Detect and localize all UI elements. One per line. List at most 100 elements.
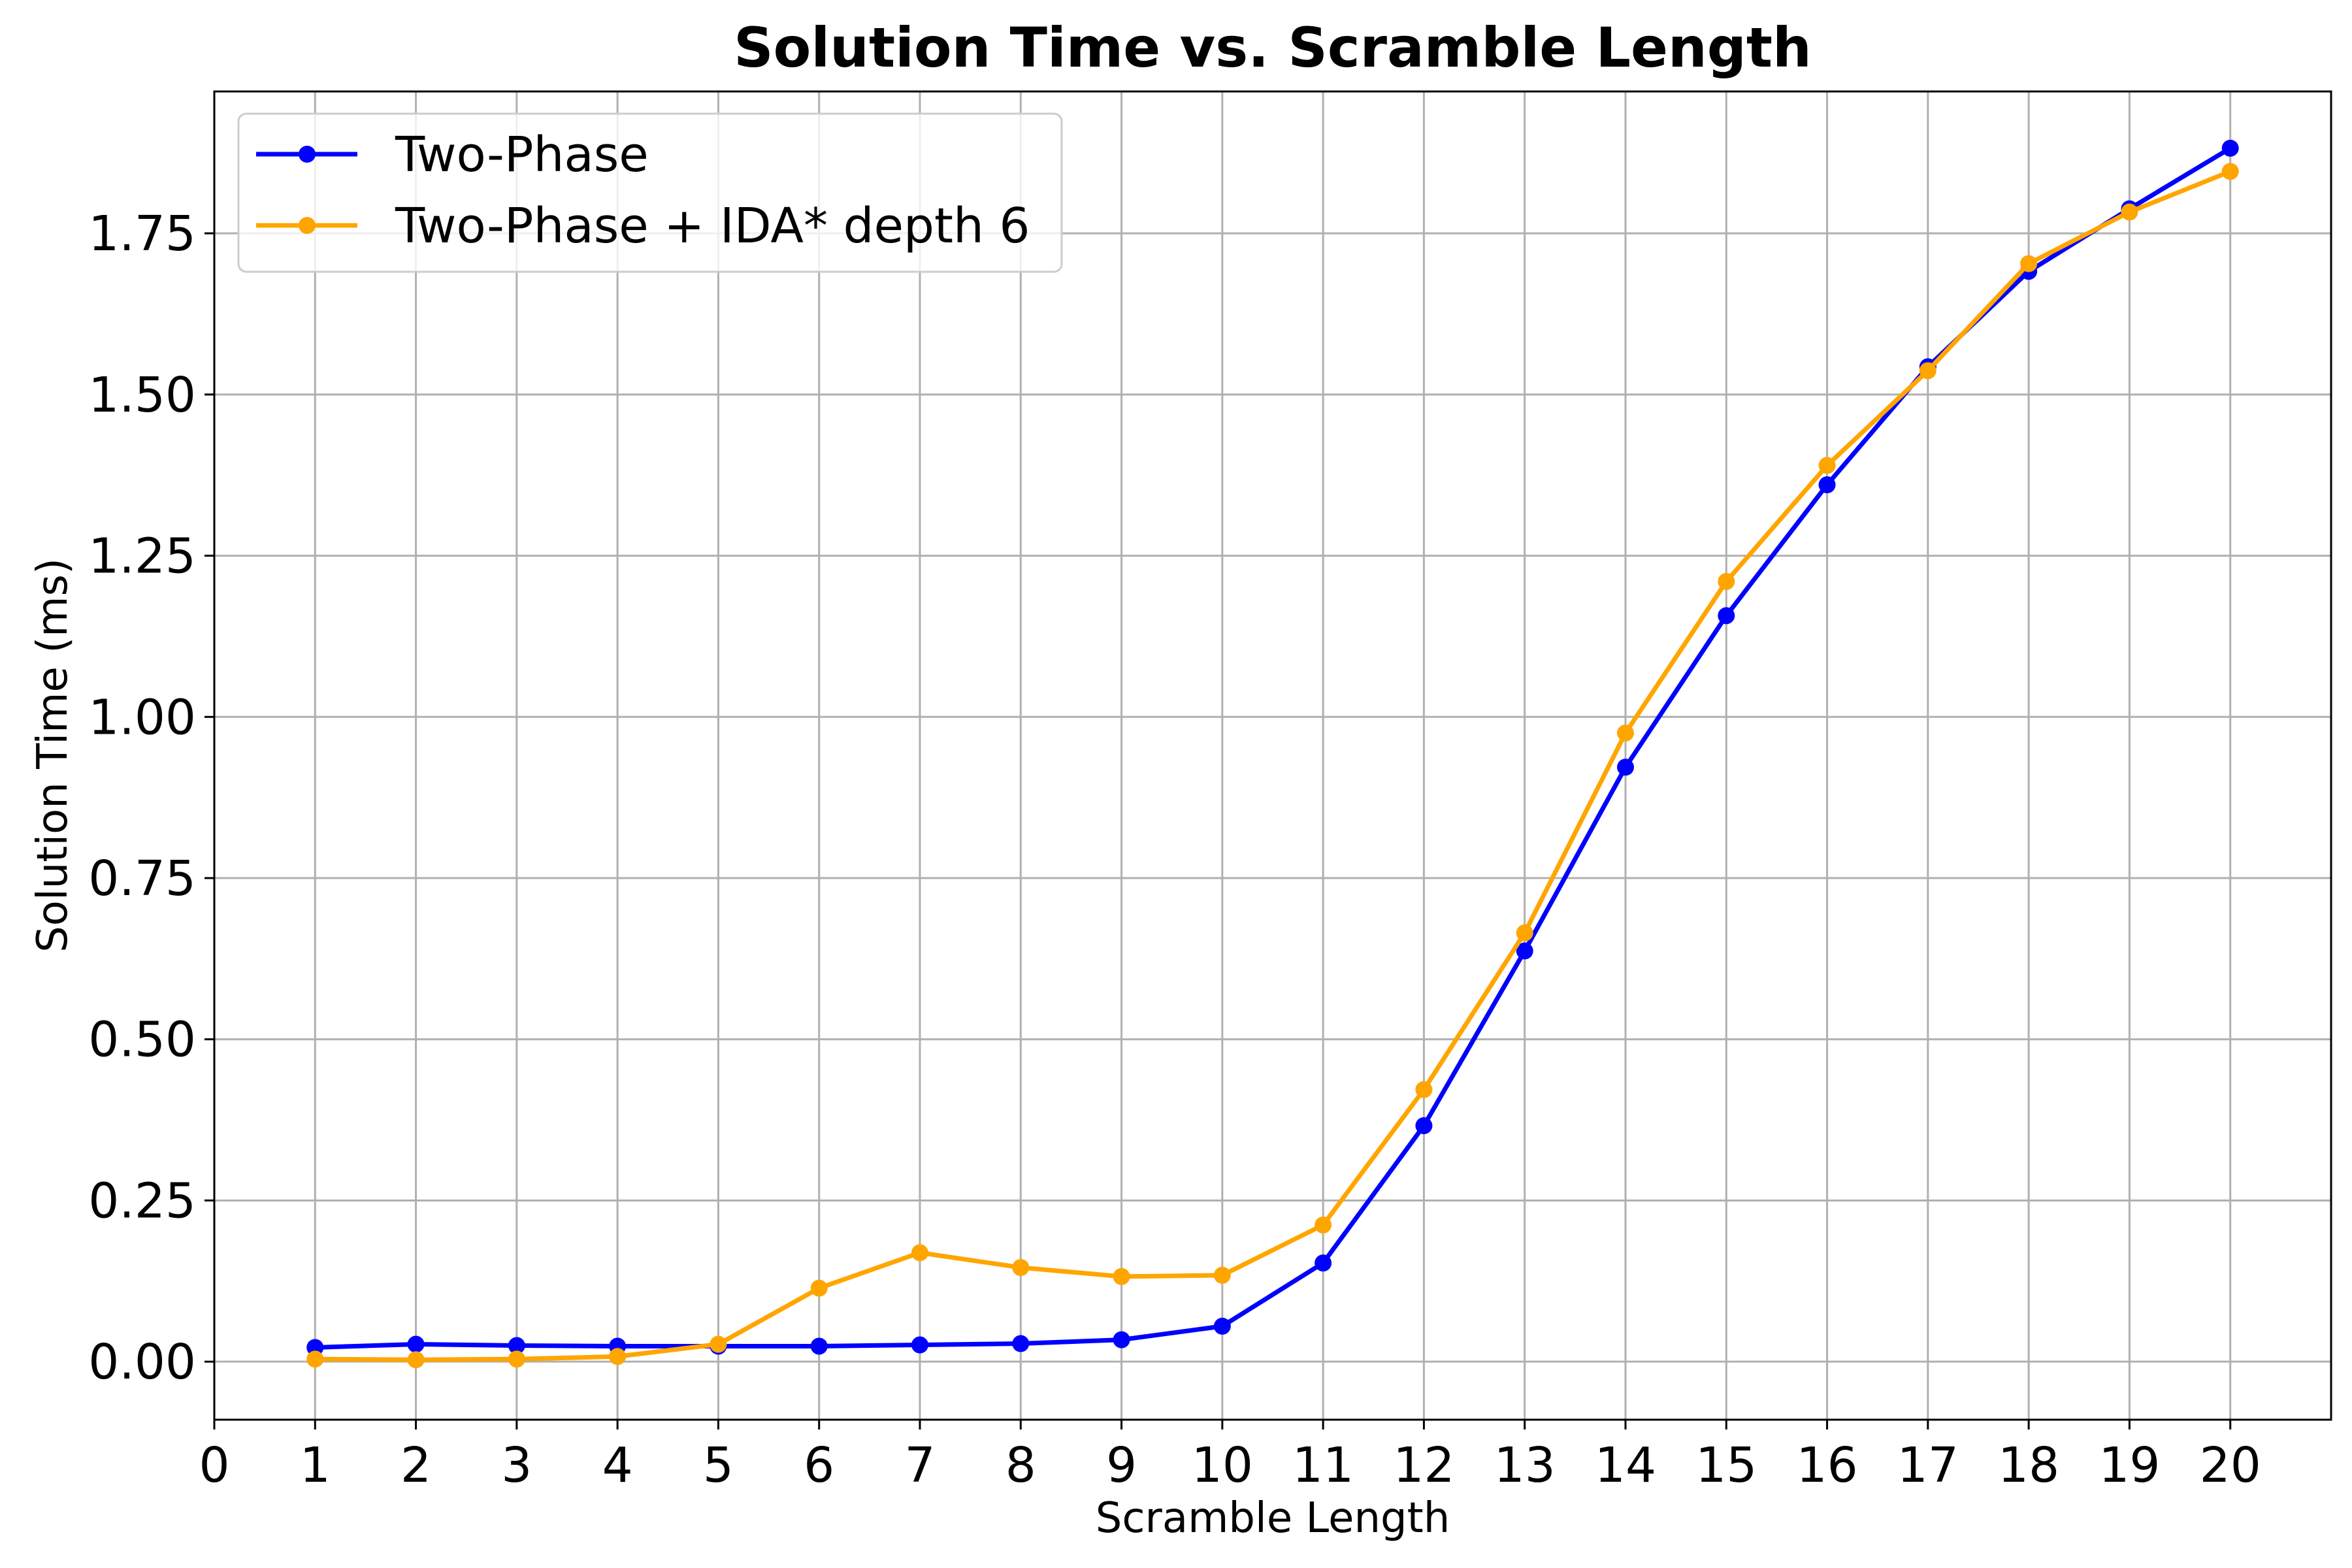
x-tick: 20 (2200, 1420, 2261, 1494)
data-point-two-phase-ida-depth-6 (1516, 924, 1533, 941)
y-tick: 0.00 (88, 1334, 214, 1390)
data-point-two-phase-ida-depth-6 (508, 1350, 525, 1368)
y-tick-label: 0.75 (88, 851, 196, 907)
x-tick-label: 4 (602, 1437, 633, 1494)
legend-label-ida-depth-6: Two-Phase + IDA* depth 6 (395, 198, 1030, 254)
series-layer (306, 139, 2239, 1369)
data-point-two-phase (1415, 1117, 1433, 1134)
x-axis: 0 1 2 3 4 5 6 7 8 9 10 11 12 13 14 15 16 17 18 19 20 (199, 1420, 2261, 1494)
y-tick: 1.50 (88, 367, 214, 423)
data-point-two-phase-ida-depth-6 (2221, 163, 2239, 180)
data-point-two-phase-ida-depth-6 (1617, 724, 1634, 742)
y-tick: 1.00 (88, 689, 214, 745)
data-point-two-phase (306, 1339, 324, 1356)
x-tick-label: 5 (703, 1437, 734, 1494)
x-tick-label: 18 (1998, 1437, 2059, 1494)
x-tick: 2 (400, 1420, 431, 1494)
x-tick-label: 1 (300, 1437, 331, 1494)
plot-area-frame (213, 90, 2332, 1421)
x-tick-label: 17 (1897, 1437, 1959, 1494)
x-tick: 16 (1796, 1420, 1858, 1494)
x-tick-label: 9 (1106, 1437, 1137, 1494)
data-point-two-phase-ida-depth-6 (810, 1279, 828, 1297)
data-point-two-phase-ida-depth-6 (1012, 1259, 1030, 1277)
series-line-two-phase (315, 146, 2232, 1350)
x-tick: 1 (300, 1420, 331, 1494)
x-tick: 10 (1192, 1420, 1253, 1494)
y-tick-label: 1.00 (88, 689, 196, 745)
data-point-two-phase (1617, 759, 1634, 776)
x-tick-label: 14 (1595, 1437, 1656, 1494)
data-point-two-phase (1718, 607, 1735, 625)
data-point-two-phase-ida-depth-6 (1718, 573, 1735, 591)
x-tick-label: 19 (2099, 1437, 2160, 1494)
y-tick: 0.50 (88, 1012, 214, 1068)
chart-title: Solution Time vs. Scramble Length (734, 16, 1812, 80)
data-point-two-phase (911, 1336, 928, 1354)
data-point-two-phase-ida-depth-6 (1919, 362, 1936, 380)
data-point-two-phase-ida-depth-6 (1818, 457, 1836, 474)
data-point-two-phase-ida-depth-6 (2020, 255, 2038, 272)
y-axis: 0.00 0.25 0.50 0.75 1.00 1.25 1.50 1.75 (88, 206, 214, 1390)
legend-label-two-phase: Two-Phase (395, 127, 649, 183)
x-tick: 14 (1595, 1420, 1656, 1494)
data-point-two-phase (1213, 1317, 1231, 1335)
x-tick-label: 12 (1393, 1437, 1454, 1494)
data-point-two-phase-ida-depth-6 (911, 1244, 928, 1262)
data-point-two-phase (1012, 1335, 1030, 1352)
series-line-two-phase-ida-depth-6 (315, 169, 2232, 1362)
data-point-two-phase (407, 1335, 425, 1353)
y-axis-label: Solution Time (ms) (29, 558, 77, 953)
x-axis-label: Scramble Length (1096, 1494, 1450, 1543)
y-tick-label: 0.50 (88, 1012, 196, 1068)
data-point-two-phase-ida-depth-6 (306, 1350, 324, 1368)
x-tick-label: 10 (1192, 1437, 1253, 1494)
x-tick: 3 (501, 1420, 532, 1494)
y-tick: 1.25 (88, 529, 214, 585)
x-tick-label: 15 (1695, 1437, 1757, 1494)
x-tick-label: 6 (804, 1437, 834, 1494)
data-point-two-phase (2221, 139, 2239, 157)
x-tick: 12 (1393, 1420, 1455, 1494)
y-tick: 1.75 (88, 206, 214, 262)
grid-lines (213, 91, 2331, 1420)
y-tick: 0.75 (88, 851, 214, 907)
data-point-two-phase-ida-depth-6 (407, 1351, 425, 1369)
x-tick: 4 (602, 1420, 633, 1494)
legend-marker-ida-depth-6 (299, 217, 316, 234)
x-tick-label: 7 (904, 1437, 935, 1494)
data-point-two-phase (508, 1337, 525, 1354)
x-tick: 11 (1292, 1420, 1354, 1494)
x-tick-label: 3 (501, 1437, 532, 1494)
data-point-two-phase (1113, 1331, 1130, 1348)
data-point-two-phase-ida-depth-6 (1113, 1267, 1130, 1285)
x-tick-label: 11 (1292, 1437, 1354, 1494)
y-tick-label: 1.25 (88, 529, 196, 585)
x-tick-label: 16 (1796, 1437, 1857, 1494)
y-tick: 0.25 (88, 1173, 214, 1229)
x-tick: 5 (703, 1420, 734, 1494)
x-tick: 8 (1005, 1420, 1036, 1494)
x-tick: 18 (1998, 1420, 2059, 1494)
x-tick-label: 2 (400, 1437, 431, 1494)
y-tick-label: 0.25 (88, 1173, 196, 1229)
x-tick-label: 0 (199, 1437, 229, 1494)
y-tick-label: 1.50 (88, 367, 196, 423)
data-point-two-phase-ida-depth-6 (1213, 1266, 1231, 1284)
data-point-two-phase-ida-depth-6 (609, 1348, 627, 1365)
x-tick-label: 20 (2200, 1437, 2261, 1494)
x-tick: 9 (1106, 1420, 1137, 1494)
x-tick-label: 8 (1005, 1437, 1036, 1494)
data-point-two-phase-ida-depth-6 (2121, 203, 2138, 221)
x-tick: 13 (1494, 1420, 1556, 1494)
data-point-two-phase-ida-depth-6 (710, 1335, 727, 1353)
legend: Two-Phase Two-Phase + IDA* depth 6 (237, 112, 1063, 273)
y-tick-label: 0.00 (88, 1334, 196, 1390)
x-tick: 19 (2099, 1420, 2161, 1494)
x-tick: 0 (199, 1420, 230, 1494)
legend-marker-two-phase (299, 146, 316, 163)
x-tick-label: 13 (1494, 1437, 1556, 1494)
data-point-two-phase (1516, 942, 1533, 960)
data-point-two-phase (1315, 1254, 1332, 1272)
